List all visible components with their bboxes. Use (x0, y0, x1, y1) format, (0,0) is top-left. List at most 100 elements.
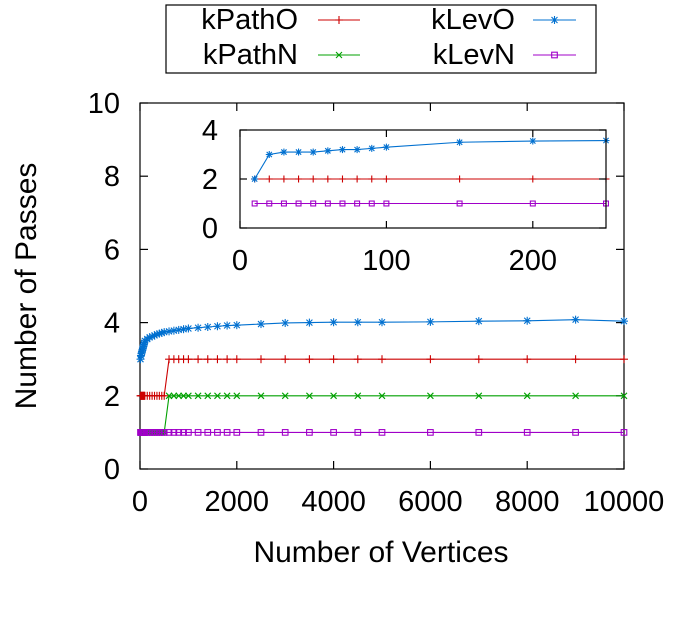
legend-label: kLevN (433, 39, 515, 71)
inset-data-point (456, 138, 464, 146)
y-tick-label: 6 (104, 234, 120, 266)
data-point (305, 355, 314, 364)
inset-data-point (309, 148, 317, 156)
inset-data-point (456, 200, 463, 207)
inset-data-point (295, 148, 303, 156)
inset-data-point (368, 200, 375, 207)
data-point (281, 355, 290, 364)
series-line (140, 395, 624, 433)
data-point (426, 355, 435, 364)
data-point (354, 429, 362, 436)
data-point (620, 317, 628, 326)
data-point (194, 429, 202, 436)
data-point (378, 355, 386, 364)
inset-data-point (354, 200, 361, 207)
main-series-group (136, 315, 628, 436)
y-tick-label: 0 (104, 454, 120, 486)
data-point (354, 392, 362, 400)
inset-data-point (280, 148, 288, 156)
inset-data-point (338, 146, 346, 154)
data-point (620, 355, 628, 364)
data-point (427, 392, 434, 400)
inset-data-point (295, 175, 303, 183)
data-point (330, 392, 337, 400)
data-point (378, 392, 386, 400)
y-tick-label: 8 (104, 161, 120, 193)
inset-x-tick-label: 0 (232, 245, 248, 277)
inset-y-tick-label: 4 (202, 115, 218, 147)
inset-x-tick-label: 100 (362, 245, 410, 277)
data-point (160, 429, 168, 436)
legend-swatch-marker (551, 51, 558, 59)
x-tick-label: 6000 (398, 486, 463, 518)
inset-series-kLevO (251, 137, 610, 183)
inset-data-point (251, 175, 259, 183)
data-point (232, 355, 241, 364)
data-point (306, 392, 313, 400)
x-tick-label: 10000 (584, 486, 665, 518)
inset-data-point (309, 175, 317, 183)
series-kPathO (136, 355, 628, 400)
data-point (194, 392, 202, 400)
data-point (475, 392, 483, 400)
data-point (174, 325, 183, 334)
inset-y-tick-label: 2 (202, 164, 218, 196)
y-tick-label: 4 (104, 308, 120, 340)
inset-data-point (353, 146, 361, 154)
data-point (165, 392, 173, 400)
data-point (223, 392, 231, 400)
inset-data-point (339, 200, 346, 207)
inset-data-point (382, 143, 390, 151)
inset-data-point (280, 200, 287, 207)
legend-label: kPathN (203, 39, 298, 71)
data-point (329, 355, 338, 364)
legend-entry-kPathN: kPathN (203, 39, 360, 71)
series-kLevN (137, 429, 628, 436)
legend-swatch-marker (335, 51, 343, 59)
data-point (427, 429, 434, 436)
data-point (306, 429, 313, 436)
data-point (233, 429, 241, 436)
inset-data-point (353, 175, 361, 183)
data-point (329, 318, 338, 327)
data-point (523, 316, 532, 325)
inset-data-point (280, 175, 288, 183)
data-point (474, 355, 483, 364)
data-point (180, 429, 187, 436)
data-point (214, 392, 221, 400)
data-point (185, 429, 192, 436)
data-point (523, 355, 532, 364)
data-point (223, 321, 232, 330)
data-point (204, 392, 212, 400)
data-point (474, 317, 483, 326)
inset-series-group (251, 137, 610, 207)
y-tick-label: 2 (104, 381, 120, 413)
x-tick-label: 2000 (205, 486, 270, 518)
series-kLevO (136, 315, 628, 364)
data-point (214, 429, 221, 436)
data-point (204, 429, 212, 436)
inset-series-kLevN (251, 200, 609, 207)
inset-data-point (310, 200, 317, 207)
data-point (378, 318, 386, 327)
y-tick-label: 10 (88, 88, 120, 120)
inset-data-point (529, 137, 537, 145)
legend-label: kPathO (201, 4, 298, 36)
series-kPathN (137, 392, 628, 436)
data-point (160, 391, 169, 400)
data-point (353, 318, 362, 327)
data-point (475, 429, 483, 436)
inset-data-point (383, 200, 390, 207)
data-point (203, 355, 212, 364)
legend-swatch-marker (335, 16, 343, 24)
data-point (257, 429, 265, 436)
inset-data-point (324, 175, 332, 183)
inset-data-point (265, 175, 273, 183)
data-point (213, 322, 222, 331)
data-point (180, 392, 187, 400)
inset-data-point (251, 200, 258, 207)
data-point (165, 429, 173, 436)
data-point (175, 429, 183, 436)
